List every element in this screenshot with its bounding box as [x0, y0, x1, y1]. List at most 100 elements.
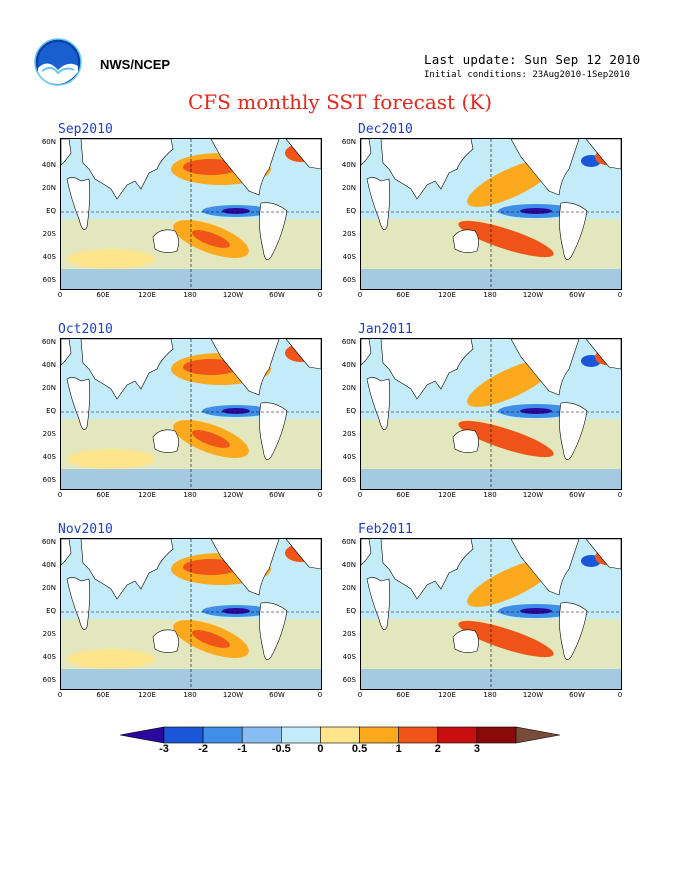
lat-label: 60N — [341, 538, 356, 546]
colorbar-arrow-low — [120, 726, 165, 744]
colorbar-label: 0.5 — [351, 743, 368, 755]
lon-label: 60W — [569, 491, 585, 499]
panel-title: Dec2010 — [358, 122, 413, 137]
lat-label: 20N — [41, 384, 56, 392]
lat-label: 40N — [341, 161, 356, 169]
lon-label: 180 — [483, 691, 497, 699]
lat-label: 40S — [42, 253, 56, 261]
lat-label: 40S — [342, 253, 356, 261]
lat-label: 20S — [342, 430, 356, 438]
colorbar — [120, 726, 560, 744]
map-panel-feb2011: Feb2011 60N 40N 20N EQ 20S 40S 60S 0 60E 120E 180 12… — [332, 522, 622, 702]
lat-label: EQ — [346, 207, 356, 215]
lon-label: 0 — [617, 291, 623, 299]
colorbar-arrow-high — [515, 726, 560, 744]
sst-anomaly-map — [360, 338, 622, 490]
lat-label: 60S — [42, 676, 56, 684]
panel-title: Feb2011 — [358, 522, 413, 537]
lat-label: EQ — [46, 207, 56, 215]
lat-label: 60N — [341, 338, 356, 346]
lon-label: 120W — [522, 291, 544, 299]
lon-label: 60E — [396, 691, 410, 699]
lat-label: 40S — [42, 653, 56, 661]
lat-label: 20S — [342, 230, 356, 238]
lon-label: 120E — [438, 491, 456, 499]
lat-label: 40N — [41, 361, 56, 369]
lat-label: 20S — [42, 630, 56, 638]
lat-label: 20S — [42, 430, 56, 438]
lon-label: 180 — [183, 491, 197, 499]
lat-label: EQ — [346, 607, 356, 615]
lon-label: 180 — [483, 491, 497, 499]
lon-label: 60E — [96, 691, 110, 699]
colorbar-swatch — [359, 726, 399, 744]
lon-label: 120E — [438, 291, 456, 299]
lon-label: 60W — [269, 691, 285, 699]
last-update: Last update: Sun Sep 12 2010 — [424, 52, 641, 67]
lon-label: 0 — [57, 691, 63, 699]
initial-conditions: Initial conditions: 23Aug2010-1Sep2010 — [424, 70, 630, 80]
map-panel-sep2010: Sep2010 60N 40N 20N EQ 20S 40S 60S 0 60E 120E 180 12… — [32, 122, 322, 302]
colorbar-swatch — [281, 726, 321, 744]
lon-label: 120W — [222, 291, 244, 299]
lat-label: 60N — [341, 138, 356, 146]
lat-label: 20N — [41, 584, 56, 592]
org-name: NWS/NCEP — [100, 57, 171, 72]
lon-label: 60E — [396, 491, 410, 499]
lon-label: 0 — [57, 291, 63, 299]
lon-label: 60E — [396, 291, 410, 299]
lon-label: 120E — [138, 491, 156, 499]
lat-label: 60N — [41, 138, 56, 146]
colorbar-label: 2 — [434, 743, 441, 755]
colorbar-label: 3 — [473, 743, 480, 755]
lon-label: 120W — [222, 691, 244, 699]
map-panel-dec2010: Dec2010 60N 40N 20N EQ 20S 40S 60S 0 60E 120E 180 12… — [332, 122, 622, 302]
lon-label: 120W — [522, 491, 544, 499]
lon-label: 0 — [317, 691, 323, 699]
lon-label: 60W — [569, 291, 585, 299]
lon-label: 0 — [357, 691, 363, 699]
lat-label: 20N — [341, 584, 356, 592]
lon-label: 120E — [138, 691, 156, 699]
colorbar-swatch — [241, 726, 282, 744]
colorbar-swatch — [437, 726, 478, 744]
lon-label: 120W — [522, 691, 544, 699]
lon-label: 60W — [269, 291, 285, 299]
lat-label: 40S — [42, 453, 56, 461]
lon-label: 120E — [438, 691, 456, 699]
colorbar-label: -2 — [198, 743, 208, 755]
colorbar-label: -1 — [237, 743, 248, 755]
panel-title: Oct2010 — [58, 322, 113, 337]
lon-label: 120W — [222, 491, 244, 499]
panel-title: Sep2010 — [58, 122, 113, 137]
lat-label: 40N — [341, 561, 356, 569]
sst-anomaly-map — [60, 538, 322, 690]
colorbar-label: 0 — [317, 743, 324, 755]
lat-label: 20N — [41, 184, 56, 192]
lat-label: 60S — [42, 276, 56, 284]
sst-anomaly-map — [360, 138, 622, 290]
lon-label: 60W — [269, 491, 285, 499]
lon-label: 180 — [183, 691, 197, 699]
lat-label: EQ — [46, 607, 56, 615]
map-panel-nov2010: Nov2010 60N 40N 20N EQ 20S 40S 60S 0 60E 120E 180 12… — [32, 522, 322, 702]
lon-label: 0 — [57, 491, 63, 499]
map-panel-oct2010: Oct2010 60N 40N 20N EQ 20S 40S 60S 0 60E 120E 180 12… — [32, 322, 322, 502]
colorbar-swatch — [476, 726, 517, 744]
lat-label: 40N — [41, 161, 56, 169]
lat-label: 20N — [341, 384, 356, 392]
noaa-logo — [34, 38, 82, 86]
colorbar-label: 1 — [395, 743, 402, 755]
sst-anomaly-map — [60, 138, 322, 290]
colorbar-swatch — [398, 726, 439, 744]
lat-label: 60N — [41, 338, 56, 346]
lon-label: 0 — [317, 491, 323, 499]
figure-title: CFS monthly SST forecast (K) — [187, 90, 492, 114]
lat-label: 20S — [342, 630, 356, 638]
lon-label: 180 — [183, 291, 197, 299]
lat-label: 60S — [342, 276, 356, 284]
colorbar-swatch — [163, 726, 204, 744]
lat-label: 20N — [341, 184, 356, 192]
map-panel-jan2011: Jan2011 60N 40N 20N EQ 20S 40S 60S 0 60E 120E 180 12… — [332, 322, 622, 502]
lon-label: 120E — [138, 291, 156, 299]
